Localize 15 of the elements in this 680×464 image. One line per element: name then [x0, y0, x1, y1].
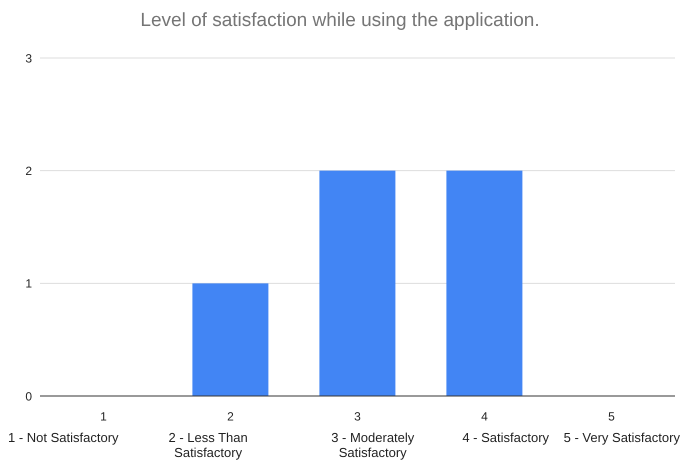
text: 5 - Very Satisfactory	[564, 430, 680, 447]
x-tick-label: 3	[354, 410, 362, 424]
text: 2 - Less Than Satisfactory	[168, 430, 249, 460]
text: 1 - Not Satisfactory	[8, 430, 119, 447]
text: 4 - Satisfactory	[462, 430, 550, 447]
y-tick-label: 0	[25, 389, 32, 404]
x-tick-label: 4	[481, 410, 488, 424]
y-tick-label: 2	[25, 164, 32, 178]
x-tick-label: 2	[227, 410, 234, 424]
x-tick-label: 5	[608, 410, 616, 424]
text: 3 - Moderately Satisfactory	[330, 430, 416, 460]
y-tick-label: 3	[25, 51, 32, 66]
y-tick-label: 1	[25, 276, 32, 291]
chart-title: Level of satisfaction while using the application.	[139, 10, 541, 32]
x-tick-label: 1	[100, 410, 108, 424]
